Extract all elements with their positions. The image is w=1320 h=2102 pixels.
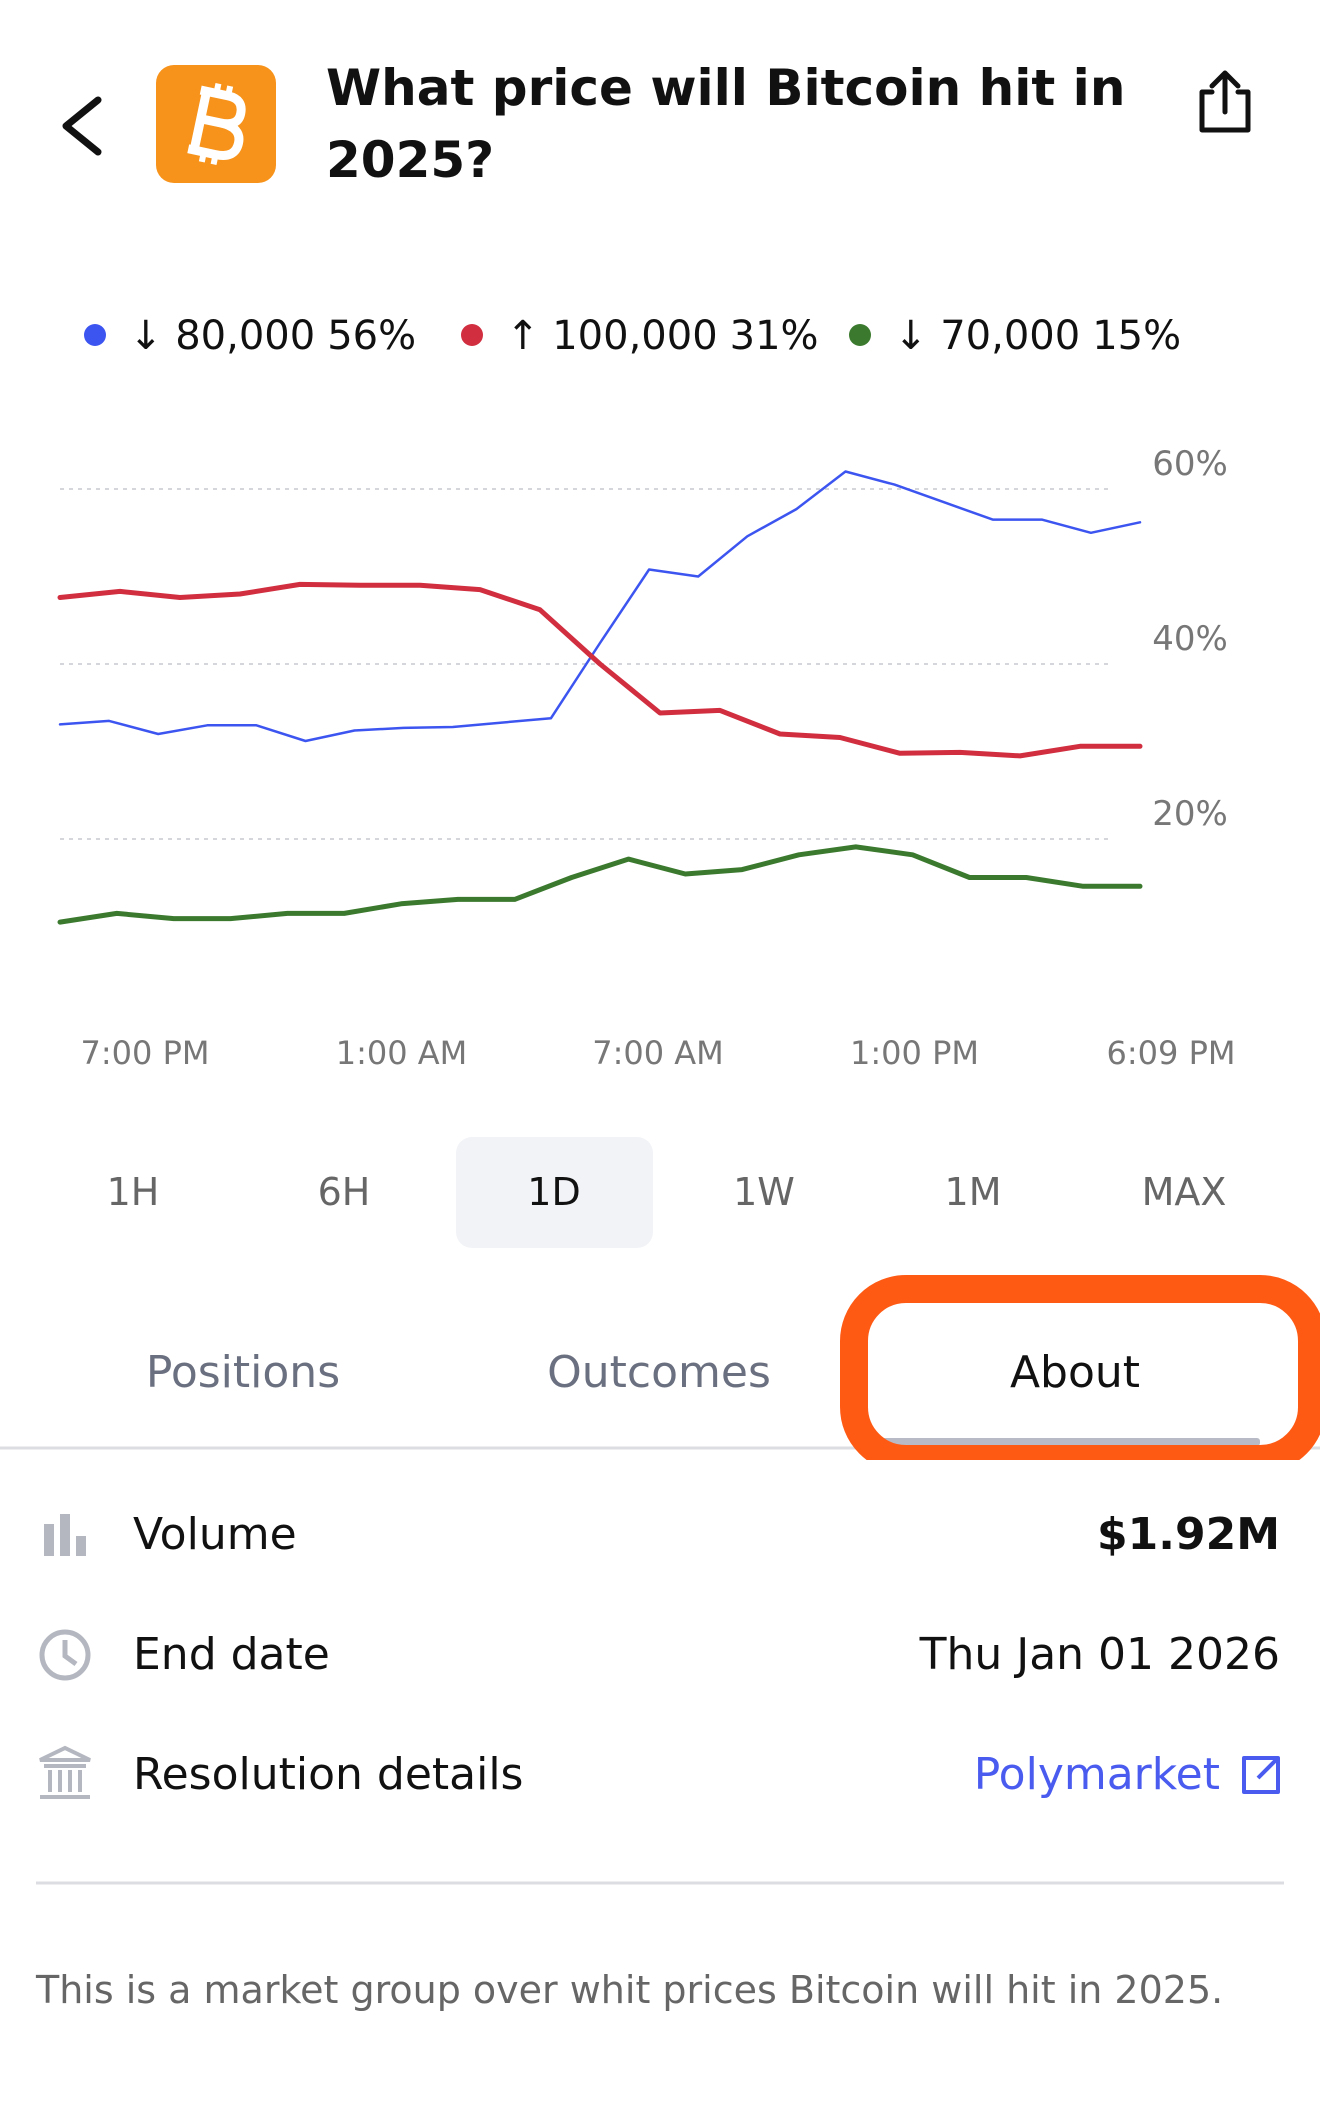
detail-value[interactable]: Polymarket (973, 1749, 1220, 1800)
range-option[interactable]: 1M (944, 1170, 1002, 1214)
chart-canvas: 20% 40% 60% 7:00 PM 1:00 AM 7:00 AM 1:00 PM 6:0… (0, 65, 1320, 1460)
range-option[interactable]: 1W (733, 1170, 795, 1214)
x-tick-label: 1:00 PM (850, 1034, 979, 1072)
clock-icon (39, 1629, 91, 1681)
detail-label: Resolution details (133, 1749, 524, 1800)
tab[interactable]: About (1009, 1347, 1141, 1398)
series-line (57, 844, 1143, 925)
x-tick-label: 1:00 AM (336, 1034, 468, 1072)
x-tick-label: 7:00 AM (592, 1034, 724, 1072)
legend-entry: ↓ 70,000 15% (894, 313, 1181, 359)
x-tick-label: 7:00 PM (81, 1034, 210, 1072)
legend-dot (84, 324, 106, 346)
legend-name: ↓ 80,000 (129, 313, 315, 359)
legend-value: 31% (730, 313, 819, 359)
range-selected-bg (456, 1137, 653, 1248)
description: This is a market group over whit prices … (36, 1968, 1224, 2012)
legend-dot (461, 324, 483, 346)
market-title: What price will Bitcoin hit in 2025? (326, 59, 1126, 189)
external-link-icon[interactable] (1242, 1756, 1280, 1794)
back-button[interactable] (62, 96, 102, 156)
bitcoin-icon (156, 65, 276, 183)
series-line (57, 581, 1143, 759)
bank-icon (39, 1745, 91, 1799)
legend-name: ↓ 70,000 (894, 313, 1080, 359)
range-option[interactable]: 6H (317, 1170, 371, 1214)
detail-value: $1.92M (1097, 1509, 1280, 1560)
detail-label: End date (133, 1629, 330, 1680)
y-tick-label: 60% (1152, 444, 1228, 484)
volume-icon (44, 1514, 86, 1556)
detail-value: Thu Jan 01 2026 (919, 1629, 1280, 1680)
legend-value: 56% (327, 313, 416, 359)
y-tick-label: 40% (1152, 619, 1228, 659)
legend-name: ↑ 100,000 (506, 313, 718, 359)
share-button[interactable] (1199, 70, 1251, 133)
range-option[interactable]: MAX (1141, 1170, 1227, 1214)
highlight-box (840, 1275, 1320, 1460)
tab[interactable]: Outcomes (547, 1347, 771, 1398)
range-option[interactable]: 1D (527, 1170, 581, 1214)
legend-entry: ↑ 100,000 31% (506, 313, 819, 359)
legend-entry: ↓ 80,000 56% (129, 313, 416, 359)
legend-dot (849, 324, 871, 346)
tab[interactable]: Positions (145, 1347, 341, 1398)
series-line (58, 470, 1142, 743)
detail-icons (36, 1514, 1284, 1885)
y-tick-label: 20% (1152, 794, 1228, 834)
range-option[interactable]: 1H (106, 1170, 160, 1214)
detail-label: Volume (133, 1509, 297, 1560)
tab-underline (880, 1438, 1260, 1446)
legend-value: 15% (1092, 313, 1181, 359)
x-tick-label: 6:09 PM (1107, 1034, 1236, 1072)
